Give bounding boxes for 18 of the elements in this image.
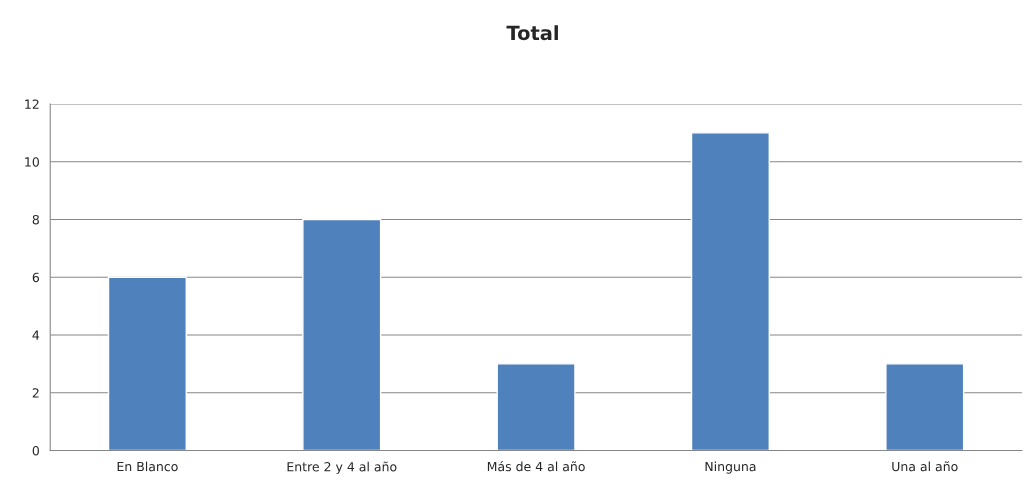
y-tick-label: 8 [32, 214, 39, 225]
bar [690, 132, 770, 451]
bar [107, 276, 187, 451]
x-tick-label: Entre 2 y 4 al año [287, 461, 397, 474]
bar [496, 363, 576, 451]
bar [302, 218, 382, 451]
y-tick-label: 4 [32, 330, 40, 340]
x-tick-label: Una al año [892, 461, 958, 472]
x-tick-label: Más de 4 al año [487, 461, 585, 472]
y-tick-label: 2 [32, 388, 39, 398]
y-tick-label: 6 [32, 272, 40, 283]
x-tick-label: Ninguna [705, 461, 756, 474]
y-tick-label: 0 [32, 445, 39, 456]
chart-title: Total [506, 25, 558, 41]
bar [885, 363, 965, 451]
x-tick-label: En Blanco [117, 461, 178, 472]
y-tick-label: 12 [25, 99, 39, 109]
y-tick-label: 10 [25, 157, 39, 167]
